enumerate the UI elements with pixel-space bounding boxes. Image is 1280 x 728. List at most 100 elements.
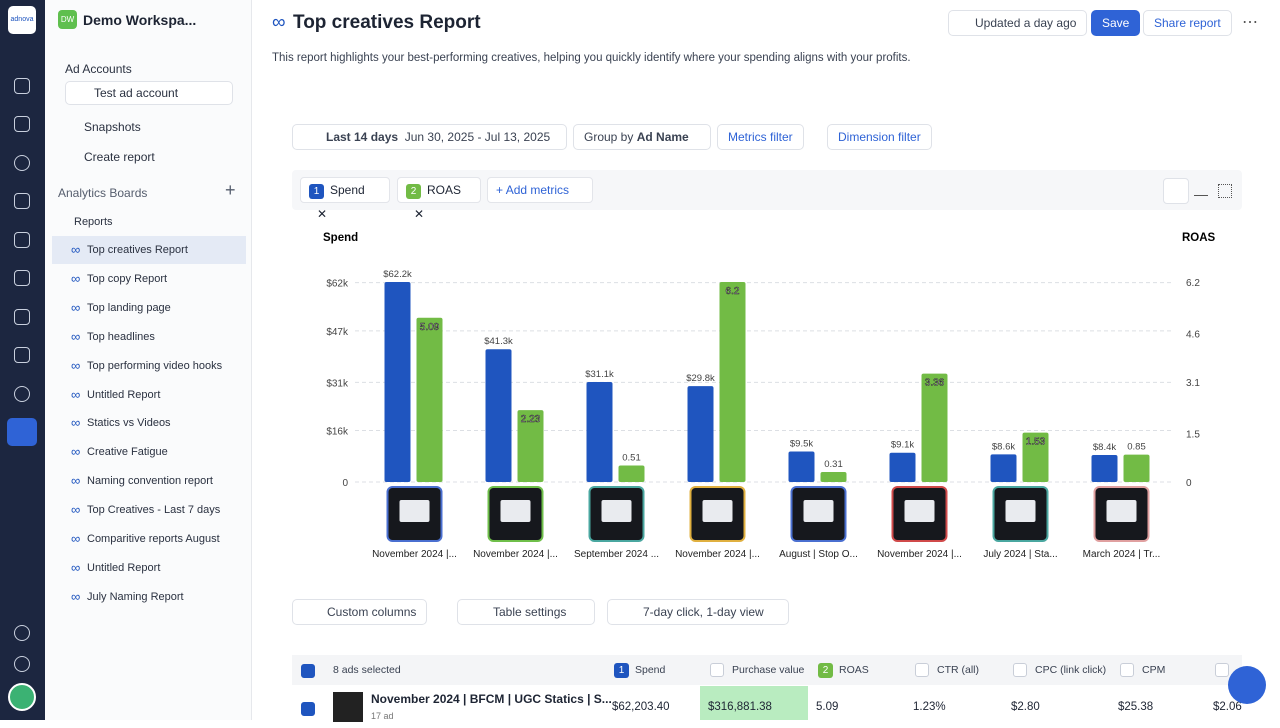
custom-columns[interactable]: Custom columns (292, 599, 428, 625)
y2-axis-title: ROAS (1182, 232, 1216, 244)
folder-label[interactable]: Reports (74, 216, 113, 228)
report-link[interactable]: Top performing video hooks (52, 352, 246, 380)
table-cell: 1.23% (913, 701, 946, 713)
bar (1022, 432, 1049, 482)
report-link[interactable]: July Naming Report (52, 583, 246, 611)
column-checkbox[interactable] (1215, 658, 1237, 682)
updated-status[interactable]: Updated a day ago (948, 10, 1088, 36)
metrics-filter[interactable]: Metrics filter (717, 124, 804, 150)
data-label: $8.4k (1093, 442, 1116, 453)
bar (788, 451, 815, 482)
data-label: 1.53 (1026, 437, 1046, 448)
data-label: $9.5k (790, 438, 813, 449)
data-label: $41.3k (484, 336, 513, 347)
bar (820, 472, 847, 482)
avatar[interactable] (8, 683, 36, 711)
nav-icon[interactable] (14, 193, 30, 209)
report-link[interactable]: Creative Fatigue (52, 438, 246, 466)
report-link[interactable]: Top creatives Report (52, 236, 246, 264)
bar (1123, 454, 1150, 482)
metric-chip[interactable]: 2 ROAS ✕ (397, 177, 481, 221)
nav-icon-active[interactable] (7, 418, 37, 446)
group-by-label: Group by (584, 130, 634, 144)
column-header[interactable]: 2 ROAS (818, 658, 869, 682)
date-filter[interactable]: Last 14 days Jun 30, 2025 - Jul 13, 2025 (292, 124, 567, 150)
workspace-name[interactable]: Demo Workspa... (83, 12, 197, 28)
column-header[interactable]: Purchase value (710, 658, 804, 682)
data-label: $29.8k (686, 373, 715, 384)
bar (416, 317, 443, 482)
nav-icon[interactable] (14, 232, 30, 248)
report-link[interactable]: Untitled Report (52, 381, 246, 409)
column-header[interactable]: CPC (link click) (1013, 658, 1106, 682)
column-checkbox[interactable] (710, 663, 724, 678)
column-header[interactable]: CTR (all) (915, 658, 979, 682)
line-view-toggle[interactable] (1194, 184, 1208, 196)
column-name: CPM (1142, 664, 1166, 676)
dimension-filter[interactable]: Dimension filter (827, 124, 932, 150)
bar (485, 349, 512, 482)
nav-icon[interactable] (14, 155, 30, 171)
y-tick-label: $47k (326, 327, 349, 338)
column-checkbox[interactable] (1120, 663, 1134, 678)
report-link[interactable]: Statics vs Videos (52, 409, 246, 437)
report-link[interactable]: Top copy Report (52, 265, 246, 293)
column-header[interactable]: CPM (1120, 658, 1165, 682)
nav-link[interactable]: Snapshots (84, 120, 141, 134)
report-link[interactable]: Untitled Report (52, 554, 246, 582)
report-description: This report highlights your best-perform… (272, 52, 911, 64)
attribution-window[interactable]: 7-day click, 1-day view (607, 599, 789, 625)
nav-icon[interactable] (14, 656, 30, 672)
data-label: $8.6k (992, 441, 1015, 452)
nav-link[interactable]: Create report (84, 150, 155, 164)
report-link[interactable]: Top headlines (52, 323, 246, 351)
row-name[interactable]: November 2024 | BFCM | UGC Statics | S..… (371, 692, 612, 706)
thumbnail-screen (399, 500, 430, 522)
bar-view-toggle[interactable] (1163, 178, 1189, 204)
nav-icon[interactable] (14, 270, 30, 286)
more-menu[interactable]: ⋯ (1242, 14, 1258, 31)
group-by-value: Ad Name (636, 130, 689, 144)
data-label: 2.23 (521, 414, 541, 425)
bar (384, 282, 411, 482)
add-board[interactable]: + (225, 180, 236, 200)
nav-icon[interactable] (14, 116, 30, 132)
table-settings[interactable]: Table settings (457, 599, 595, 625)
report-link[interactable]: Comparitive reports August (52, 525, 246, 553)
logo[interactable]: adnova (8, 6, 36, 34)
report-list: Top creatives ReportTop copy ReportTop l… (45, 236, 252, 616)
x-tick-label: November 2024 |... (473, 549, 558, 560)
add-metrics[interactable]: + Add metrics (487, 177, 593, 203)
table-cell: 5.09 (816, 701, 839, 713)
thumbnail-screen (702, 500, 733, 522)
share-button[interactable]: Share report (1143, 10, 1232, 36)
group-by[interactable]: Group by Ad Name (573, 124, 711, 150)
thumbnail-screen (904, 500, 935, 522)
nav-icon[interactable] (14, 347, 30, 363)
bar (719, 282, 746, 482)
nav-icon[interactable] (14, 309, 30, 325)
report-link[interactable]: Top Creatives - Last 7 days (52, 496, 246, 524)
report-link[interactable]: Naming convention report (52, 467, 246, 495)
column-checkbox[interactable] (915, 663, 929, 678)
nav-icon[interactable] (14, 386, 30, 402)
column-header[interactable]: 1 Spend (614, 658, 665, 682)
chat-button[interactable] (1228, 666, 1266, 704)
y2-tick-label: 1.5 (1186, 430, 1200, 441)
report-link[interactable]: Top landing page (52, 294, 246, 322)
sidebar: DW Demo Workspa... Ad Accounts Test ad a… (45, 0, 252, 720)
nav-icon[interactable] (14, 625, 30, 641)
column-checkbox[interactable] (1013, 663, 1027, 678)
thumbnail-screen (1005, 500, 1036, 522)
metric-chip[interactable]: 1 Spend ✕ (300, 177, 390, 221)
account-select[interactable] (65, 81, 233, 105)
row-checkbox[interactable] (301, 700, 323, 718)
x-tick-label: November 2024 |... (372, 549, 457, 560)
y2-tick-label: 3.1 (1186, 378, 1200, 389)
save-button[interactable]: Save (1091, 10, 1141, 36)
select-all[interactable] (301, 662, 323, 680)
table-cell: $316,881.38 (700, 686, 808, 720)
grid-view-toggle[interactable] (1218, 184, 1232, 198)
nav-icon[interactable] (14, 78, 30, 94)
